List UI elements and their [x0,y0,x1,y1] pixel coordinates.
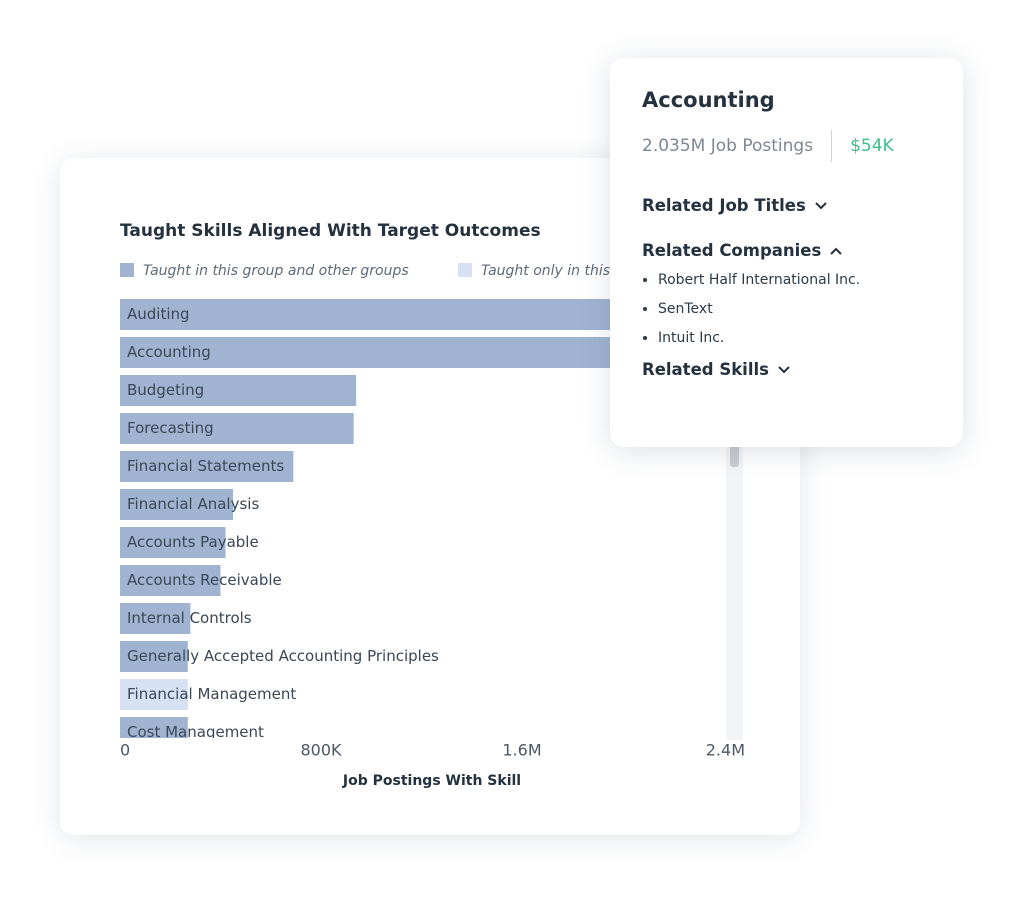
popup-title: Accounting [642,88,775,112]
category-label: Cost Management [127,723,264,741]
skill-popup: Accounting 2.035M Job Postings $54K Rela… [610,58,963,447]
bar [120,679,188,710]
bar [120,375,357,406]
category-label: Financial Analysis [127,495,259,513]
company[interactable]: Intuit Inc. [658,330,931,346]
category-label: Generally Accepted Accounting Principles [127,647,439,665]
category-label: Internal Controls [127,609,252,627]
chevron-up [830,247,843,255]
salary: $54K [850,136,894,156]
bar [120,565,221,596]
legend-label: Taught in this group and other groups [143,263,409,279]
x-tick-label: 800K [300,741,342,760]
category-label: Budgeting [127,381,204,399]
company[interactable]: Robert Half International Inc. [658,272,931,288]
bar [120,299,648,330]
bar [120,451,294,482]
x-axis-label: Job Postings With Skill [342,773,521,789]
bar [120,641,188,672]
scroll-thumb[interactable] [730,445,739,467]
chevron-down [778,365,790,373]
section-label: Related Companies [642,241,822,260]
section-label: Related Skills [642,360,769,379]
category-label: Accounts Payable [127,533,259,551]
bar [120,717,188,738]
legend-swatch [120,263,134,277]
x-tick-label: 2.4M [706,741,745,760]
category-label: Financial Management [127,685,296,703]
popup-stats: 2.035M Job Postings $54K [642,130,931,162]
company[interactable]: SenText [658,301,931,317]
separator [831,130,833,162]
category-label: Financial Statements [127,457,284,475]
section-toggle[interactable]: Related Companies [642,241,931,260]
section-label: Related Job Titles [642,196,806,215]
category-label: Accounting [127,343,211,361]
job-postings: 2.035M Job Postings [642,136,814,156]
category-label: Accounts Receivable [127,571,282,589]
section-toggle[interactable]: Related Job Titles [642,196,931,215]
bar [120,527,226,558]
x-tick-label: 1.6M [502,741,541,760]
x-tick-label: 0 [120,741,130,760]
section-toggle[interactable]: Related Skills [642,360,931,379]
category-label: Forecasting [127,419,214,437]
company-list: Robert Half International Inc. SenText I… [642,272,931,346]
bar [120,489,234,520]
bar [120,603,191,634]
bars: Auditing Accounting Budgeting Forecasting Fi… [120,299,648,741]
chevron-down [815,201,827,209]
category-label: Auditing [127,305,190,323]
chart-title: Taught Skills Aligned With Target Outcom… [120,221,541,241]
bar [120,413,354,444]
bar [120,337,632,368]
legend-swatch [458,263,472,277]
